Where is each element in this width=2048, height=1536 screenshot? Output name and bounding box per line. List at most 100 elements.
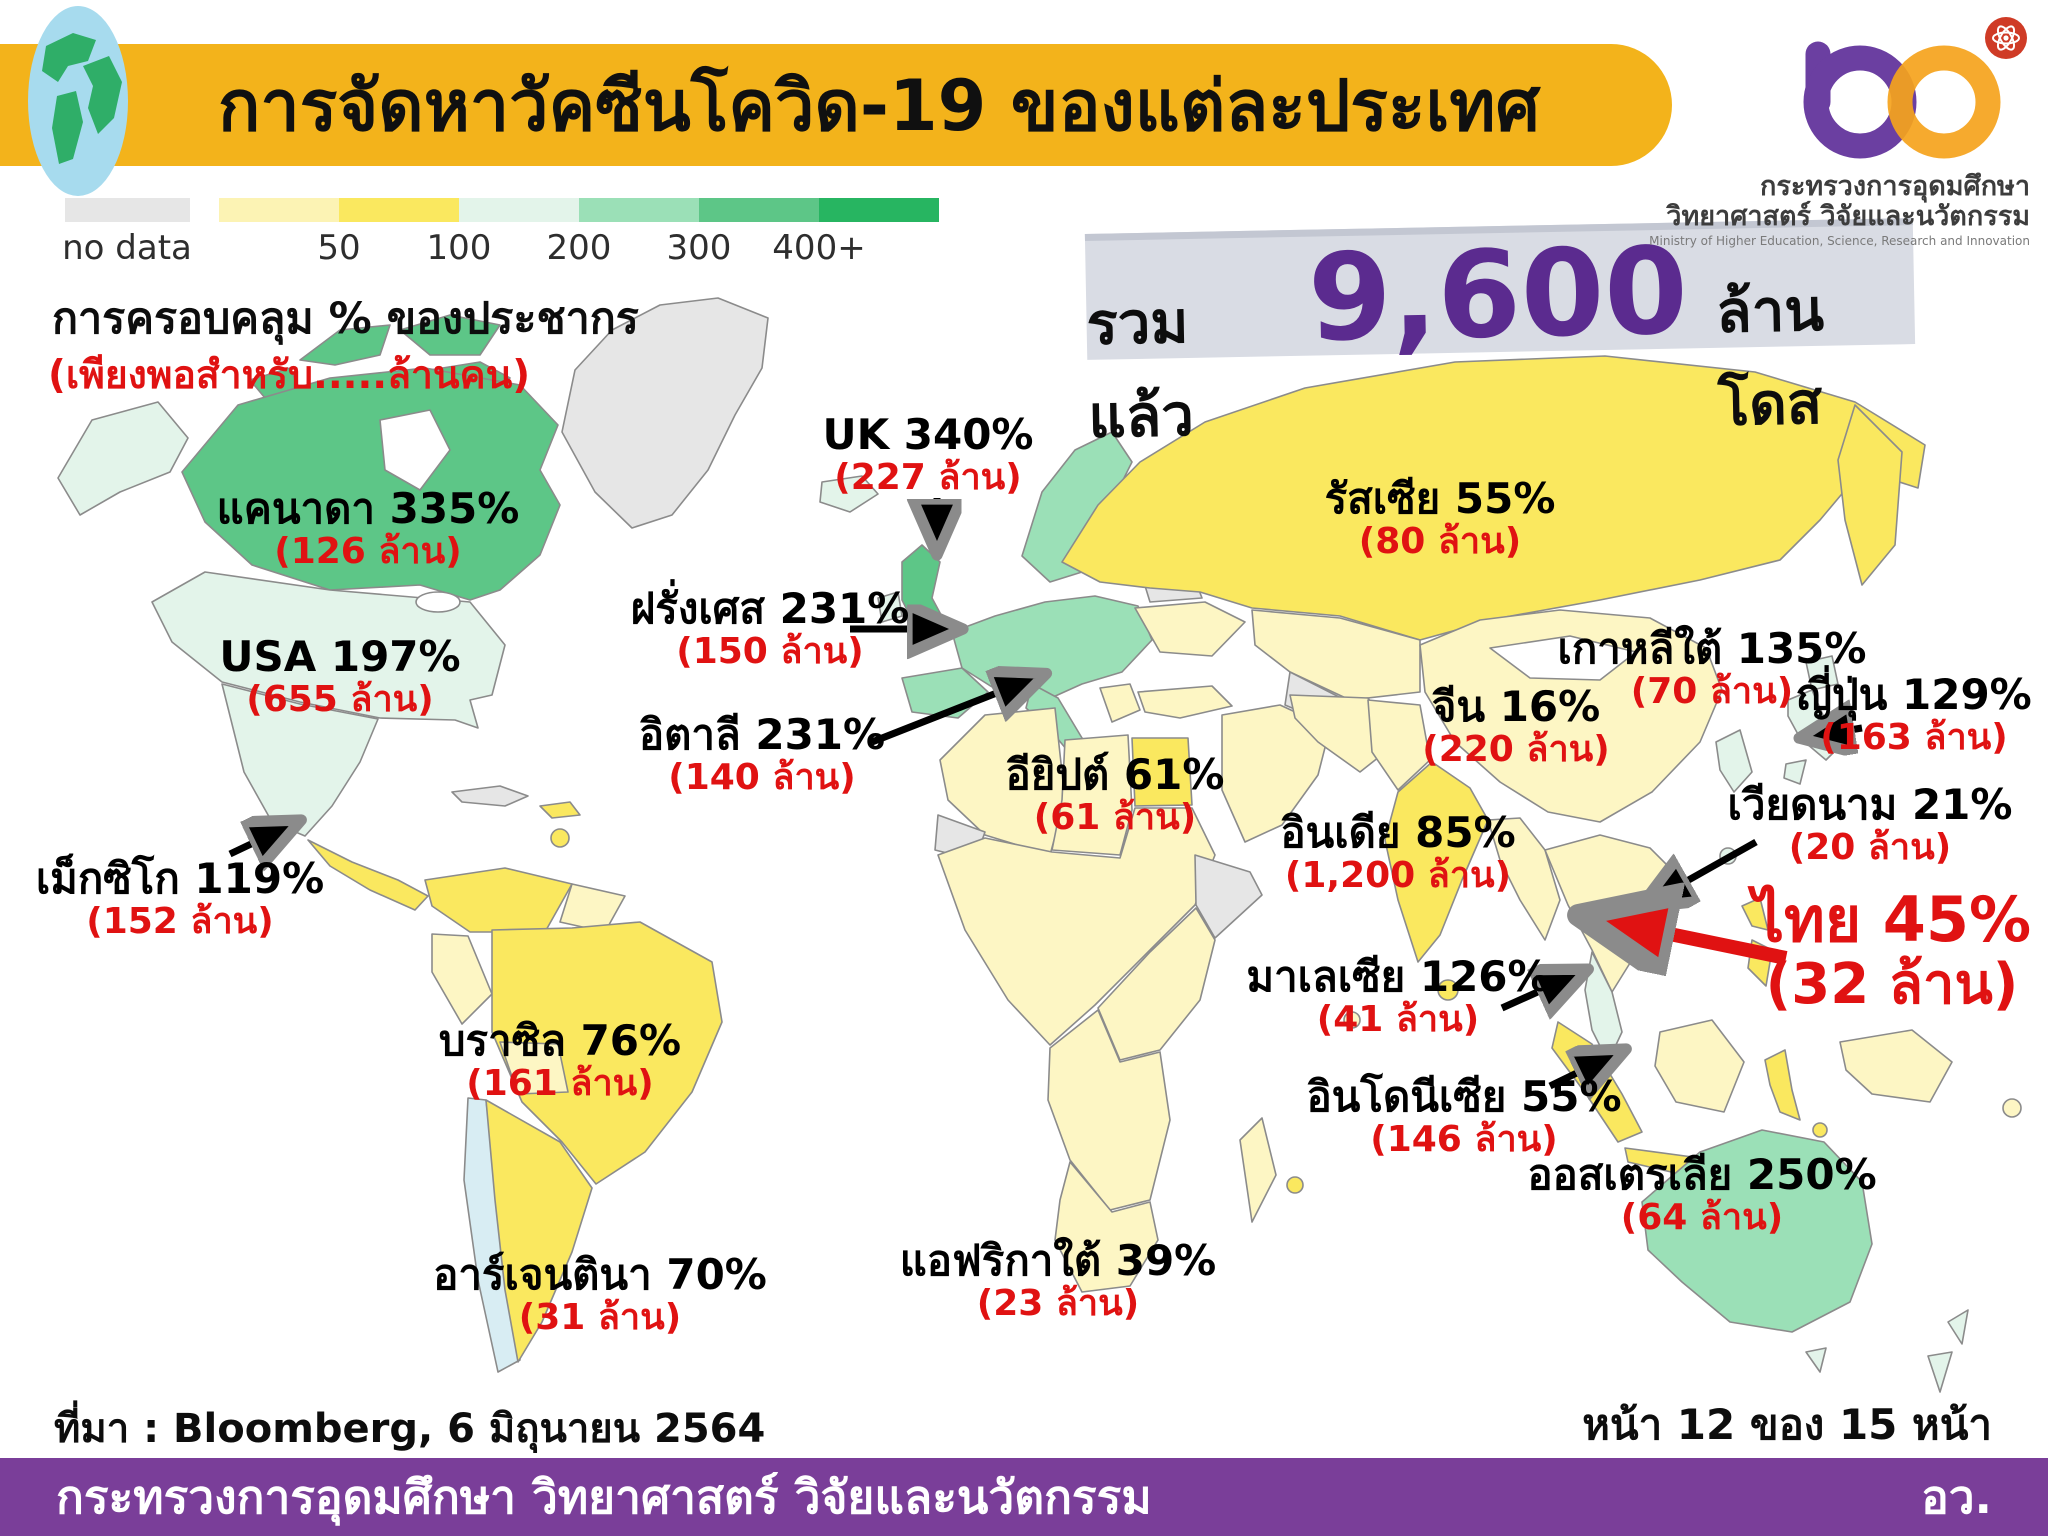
- country-coverage-text: แคนาดา 335%: [216, 484, 520, 533]
- island-borneo: [1654, 1019, 1745, 1113]
- country-alaska: [57, 401, 189, 516]
- country-coverage-text: ญี่ปุ่น 129%: [1796, 670, 2032, 719]
- landmass: [424, 867, 573, 933]
- legend-swatch-0-50: [219, 198, 339, 222]
- country-ukraine: [1134, 601, 1246, 657]
- country-mexico: [221, 683, 379, 837]
- malaysia-arrow: [1500, 972, 1582, 1008]
- country-doses-text: (32 ล้าน): [1765, 952, 2019, 1018]
- country-doses-text: (163 ล้าน): [1820, 717, 2008, 759]
- island: [1286, 1176, 1304, 1194]
- country-south-korea: [1715, 729, 1753, 793]
- country-doses-text: (655 ล้าน): [246, 679, 434, 721]
- map-label-russia: รัสเซีย 55% (80 ล้าน): [1324, 474, 1556, 563]
- country-japan: [1805, 655, 1839, 691]
- footer-abbrev: อว.: [1921, 1469, 1992, 1524]
- region-balkans: [1099, 683, 1141, 723]
- map-label-mexico: เม็กซิโก 119% (152 ล้าน): [35, 854, 325, 943]
- legend-swatch-no-data: [65, 198, 190, 222]
- country-coverage-text: เกาหลีใต้ 135%: [1557, 624, 1867, 673]
- map-label-japan: ญี่ปุ่น 129% (163 ล้าน): [1796, 670, 2032, 759]
- map-label-italy: อิตาลี 231% (140 ล้าน): [638, 710, 886, 799]
- country-coverage-text: อิตาลี 231%: [638, 710, 886, 759]
- italy-arrow: [870, 676, 1040, 746]
- country-coverage-text: แอฟริกาใต้ 39%: [899, 1236, 1217, 1285]
- country-coverage-text: มาเลเซีย 126%: [1246, 952, 1550, 1001]
- country-coverage-text: จีน 16%: [1431, 682, 1601, 731]
- map-label-vietnam: เวียดนาม 21% (20 ล้าน): [1727, 780, 2013, 868]
- country-doses-text: (220 ล้าน): [1422, 729, 1610, 771]
- country-argentina: [485, 1099, 593, 1363]
- country-doses-text: (31 ล้าน): [518, 1297, 682, 1339]
- island: [550, 828, 570, 848]
- legend-label-100: 100: [426, 228, 492, 268]
- region-horn-africa: [1194, 854, 1263, 939]
- country-coverage-text: ฝรั่งเศส 231%: [630, 584, 910, 633]
- country-doses-text: (152 ล้าน): [86, 901, 274, 943]
- country-new-zealand: [1947, 1309, 1969, 1345]
- country-doses-text: (70 ล้าน): [1630, 671, 1794, 713]
- landmass: [299, 324, 391, 366]
- country-coverage-text: อาร์เจนตินา 70%: [433, 1250, 767, 1299]
- region-kamchatka: [1837, 404, 1903, 586]
- hudson-bay: [379, 409, 451, 491]
- legend-label-no-data: no data: [62, 228, 192, 268]
- map-label-indonesia: อินโดนีเซีย 55% (146 ล้าน): [1306, 1072, 1622, 1161]
- island: [1343, 1011, 1361, 1029]
- region-indochina: [1544, 834, 1679, 993]
- country-doses-text: (41 ล้าน): [1316, 999, 1480, 1041]
- legend-swatch-400plus: [819, 198, 939, 222]
- country-doses-text: (64 ล้าน): [1620, 1197, 1784, 1239]
- landmass: [399, 314, 501, 356]
- country-coverage-text: อินเดีย 85%: [1280, 808, 1516, 857]
- country-coverage-text: อินโดนีเซีย 55%: [1306, 1072, 1622, 1121]
- country-doses-text: (61 ล้าน): [1033, 797, 1197, 839]
- source-text: ที่มา : Bloomberg, 6 มิถุนายน 2564: [54, 1406, 766, 1452]
- country-doses-text: (227 ล้าน): [834, 457, 1022, 499]
- map-label-south-africa: แอฟริกาใต้ 39% (23 ล้าน): [899, 1236, 1217, 1324]
- country-australia: [1641, 1129, 1873, 1333]
- island-tasmania: [1805, 1347, 1827, 1373]
- country-mongolia: [1489, 635, 1637, 681]
- great-lakes: [415, 591, 461, 613]
- country-doses-text: (146 ล้าน): [1370, 1119, 1558, 1161]
- landmass: [1021, 431, 1133, 583]
- ministry-line1: กระทรวงการอุดมศึกษา: [1760, 171, 2030, 202]
- island-sri-lanka: [1437, 979, 1459, 1001]
- map-label-egypt: อียิปต์ 61% (61 ล้าน): [1005, 750, 1225, 839]
- country-coverage-text: รัสเซีย 55%: [1324, 474, 1556, 523]
- footer-bar: กระทรวงการอุดมศึกษา วิทยาศาสตร์ วิจัยและ…: [0, 1458, 2048, 1536]
- country-new-zealand: [1927, 1351, 1953, 1393]
- country-coverage-text: เม็กซิโก 119%: [35, 854, 325, 903]
- country-iceland: [819, 475, 879, 513]
- country-doses-text: (161 ล้าน): [466, 1063, 654, 1105]
- country-egypt: [1131, 737, 1193, 807]
- region-arabia: [1221, 704, 1331, 843]
- country-ireland: [877, 591, 903, 623]
- country-coverage-text: บราซิล 76%: [438, 1016, 682, 1065]
- globe-icon: [28, 6, 128, 196]
- ministry-line2: วิทยาศาสตร์ วิจัยและนวัตกรรม: [1666, 201, 2030, 233]
- country-coverage-text: เวียดนาม 21%: [1727, 780, 2013, 829]
- country-doses-text: (80 ล้าน): [1358, 521, 1522, 563]
- country-cuba: [451, 785, 529, 807]
- map-label-china: จีน 16% (220 ล้าน): [1422, 682, 1610, 771]
- legend-label-300: 300: [666, 228, 732, 268]
- legend-swatch-50-100: [339, 198, 459, 222]
- country-doses-text: (140 ล้าน): [668, 757, 856, 799]
- mexico-arrow: [228, 823, 295, 854]
- total-prefix: รวมแล้ว: [1085, 287, 1195, 451]
- country-coverage-text: อียิปต์ 61%: [1005, 750, 1225, 799]
- country-turkey: [1137, 685, 1233, 719]
- coverage-note-line2: (เพียงพอสำหรับ.....ล้านคน): [48, 353, 531, 398]
- title-banner: การจัดหาวัคซีนโควิด-19 ของแต่ละประเทศ: [0, 44, 1672, 166]
- country-kazakhstan: [1251, 609, 1421, 701]
- map-label-australia: ออสเตรเลีย 250% (64 ล้าน): [1527, 1151, 1876, 1239]
- total-value: 9,600: [1306, 222, 1690, 369]
- region-central-africa: [1047, 1009, 1171, 1211]
- map-label-thailand: ไทย 45% (32 ล้าน): [1753, 885, 2031, 1018]
- country-coverage-text: UK 340%: [822, 410, 1034, 459]
- country-usa: [151, 571, 506, 729]
